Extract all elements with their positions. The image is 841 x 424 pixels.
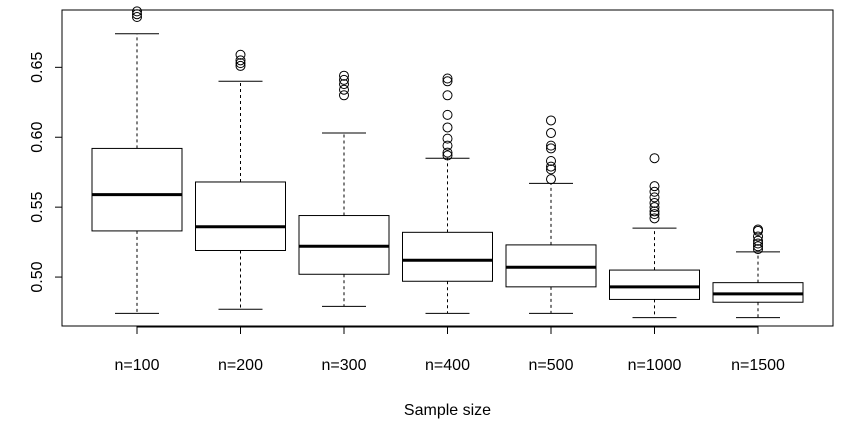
box-n=400 <box>402 73 493 314</box>
x-axis-label: Sample size <box>404 402 491 419</box>
outlier-point-0 <box>649 213 660 224</box>
outlier-point-2 <box>339 79 349 90</box>
outlier-point-0 <box>442 150 453 161</box>
x-tick-label-6: n=1500 <box>731 357 785 374</box>
outlier-point-8 <box>649 153 660 164</box>
y-tick-label-0: 0.50 <box>29 261 46 292</box>
outlier-point-1 <box>649 209 660 220</box>
outlier-point-0 <box>339 90 349 101</box>
iqr-box <box>91 147 183 232</box>
outlier-point-0 <box>132 11 142 22</box>
outlier-point-5 <box>649 192 660 203</box>
outlier-point-1 <box>753 241 763 252</box>
x-tick-label-0: n=100 <box>115 357 160 374</box>
outlier-point-1 <box>132 9 142 20</box>
outlier-point-6 <box>546 128 556 139</box>
iqr-box <box>609 269 700 300</box>
outlier-point-6 <box>753 224 763 235</box>
outlier-point-5 <box>442 109 453 120</box>
outlier-point-4 <box>546 143 556 154</box>
outlier-point-7 <box>546 115 556 126</box>
outlier-point-0 <box>235 60 246 71</box>
x-tick-label-3: n=400 <box>425 357 470 374</box>
outlier-point-3 <box>649 202 660 213</box>
y-axis: 0.50 0.55 0.60 0.65 <box>29 52 62 293</box>
outlier-point-1 <box>442 147 453 158</box>
outlier-point-5 <box>546 140 556 151</box>
outlier-point-4 <box>649 197 660 208</box>
outlier-point-2 <box>753 238 763 249</box>
y-tick-label-2: 0.60 <box>29 122 46 153</box>
iqr-box <box>402 231 493 282</box>
boxes-group <box>91 6 804 319</box>
x-tick-label-1: n=200 <box>218 357 263 374</box>
box-n=100 <box>91 6 183 314</box>
outlier-point-0 <box>753 244 763 255</box>
x-tick-label-4: n=500 <box>529 357 574 374</box>
outlier-point-2 <box>132 6 142 17</box>
outlier-point-2 <box>649 206 660 217</box>
outlier-point-3 <box>235 49 246 60</box>
x-axis: n=100 n=200 n=300 n=400 n=500 n=1000 n=1500 <box>115 326 785 374</box>
outlier-point-1 <box>339 84 349 95</box>
y-tick-label-3: 0.65 <box>29 52 46 83</box>
outlier-point-4 <box>442 122 453 133</box>
outlier-point-4 <box>339 70 349 81</box>
box-n=500 <box>505 115 597 314</box>
outlier-point-0 <box>546 174 556 185</box>
outlier-point-3 <box>546 156 556 167</box>
outlier-point-6 <box>442 90 453 101</box>
box-n=200 <box>195 49 286 310</box>
box-n=1000 <box>609 153 700 319</box>
x-tick-label-5: n=1000 <box>628 357 682 374</box>
outlier-point-6 <box>649 186 660 197</box>
y-tick-label-1: 0.55 <box>29 191 46 222</box>
outlier-point-3 <box>753 235 763 246</box>
outlier-point-1 <box>235 58 246 69</box>
outlier-point-1 <box>546 164 556 175</box>
outlier-point-7 <box>649 181 660 192</box>
outlier-point-8 <box>442 73 453 84</box>
outlier-point-3 <box>339 74 349 85</box>
outlier-point-3 <box>442 133 453 144</box>
iqr-box <box>195 181 286 251</box>
outlier-point-7 <box>442 76 453 87</box>
x-tick-label-2: n=300 <box>322 357 367 374</box>
outlier-point-2 <box>546 161 556 172</box>
outlier-point-4 <box>753 231 763 242</box>
outlier-point-2 <box>442 140 453 151</box>
box-n=1500 <box>712 224 804 319</box>
box-n=300 <box>298 70 390 307</box>
outlier-point-2 <box>235 55 246 66</box>
